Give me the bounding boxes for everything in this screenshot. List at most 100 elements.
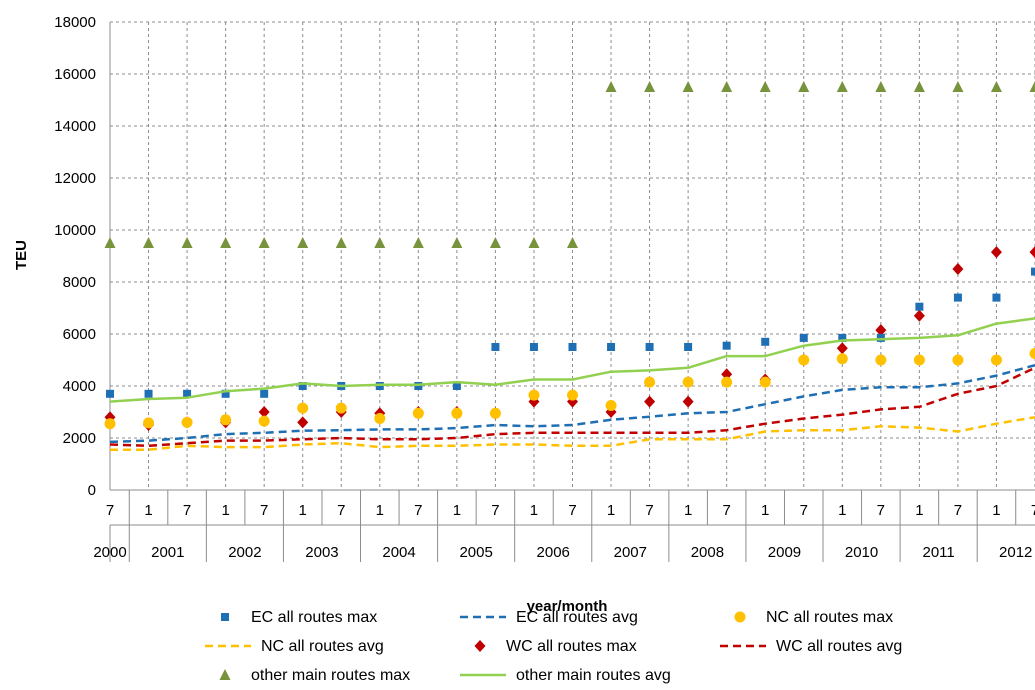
x-month-label: 7	[1031, 502, 1035, 519]
x-month-label: 1	[838, 502, 846, 519]
data-point	[992, 293, 1001, 302]
legend-label: other main routes max	[251, 667, 410, 684]
data-point	[220, 414, 232, 426]
data-point	[221, 389, 230, 398]
series-6	[104, 81, 1035, 248]
data-point	[297, 416, 309, 429]
data-point	[684, 343, 693, 351]
x-month-label: 1	[453, 502, 461, 519]
data-point	[990, 246, 1002, 259]
data-point	[297, 402, 309, 414]
data-point	[567, 237, 578, 248]
data-point	[412, 407, 424, 419]
x-month-label: 7	[954, 502, 962, 519]
data-point	[913, 309, 925, 322]
data-point	[489, 407, 501, 419]
data-point	[798, 81, 810, 92]
legend-label: EC all routes max	[251, 609, 377, 626]
data-point	[759, 376, 771, 388]
data-point	[374, 237, 386, 248]
x-year-label: 2009	[768, 544, 801, 561]
data-point	[836, 342, 848, 355]
data-point	[990, 354, 1002, 366]
data-point	[645, 343, 654, 351]
data-point	[836, 353, 848, 365]
data-point	[528, 237, 540, 248]
x-month-label: 7	[106, 502, 114, 519]
legend-label: NC all routes max	[766, 609, 893, 626]
data-point	[335, 402, 347, 414]
series-line	[109, 366, 1035, 448]
legend: EC all routes max EC all routes avg NC all…	[205, 609, 902, 684]
x-year-label: 2006	[537, 544, 570, 561]
data-point	[568, 343, 577, 351]
data-point	[106, 389, 114, 398]
series-line	[109, 317, 1035, 403]
y-tick-label: 10000	[54, 222, 96, 239]
data-point	[529, 343, 538, 351]
x-year-label: 2007	[614, 544, 647, 561]
data-point	[104, 418, 116, 430]
data-point	[798, 354, 810, 366]
x-year-label: 2001	[151, 544, 184, 561]
grid	[109, 21, 1035, 490]
data-point	[144, 389, 153, 398]
data-point	[1029, 81, 1035, 92]
x-year-label: 2002	[228, 544, 261, 561]
legend-label: other main routes avg	[516, 667, 671, 684]
x-month-label: 1	[144, 502, 152, 519]
y-tick-label: 14000	[54, 118, 96, 135]
data-point	[489, 237, 501, 248]
data-point	[644, 395, 656, 408]
data-point	[915, 302, 924, 311]
axes: 0 2000 4000 6000 8000 10000 12000 14000 16000 180…	[54, 14, 111, 499]
data-point	[375, 382, 384, 390]
y-tick-label: 8000	[63, 274, 96, 291]
data-point	[875, 354, 887, 366]
x-month-label: 7	[568, 502, 576, 519]
x-month-label: 1	[915, 502, 923, 519]
data-point	[605, 81, 617, 92]
x-month-label: 1	[530, 502, 538, 519]
data-point	[335, 237, 347, 248]
legend-item: WC all routes max	[474, 638, 637, 655]
data-point	[682, 81, 694, 92]
data-point	[722, 341, 731, 350]
series-3	[110, 415, 1035, 451]
legend-label: WC all routes avg	[776, 638, 902, 655]
y-tick-label: 2000	[63, 430, 96, 447]
data-point	[220, 237, 232, 248]
legend-item: EC all routes max	[221, 609, 377, 626]
data-point	[605, 400, 617, 411]
series-line	[110, 415, 1035, 451]
data-point	[412, 237, 424, 248]
data-point	[875, 324, 887, 337]
data-point	[682, 395, 694, 408]
x-year-label: 2011	[923, 544, 955, 561]
legend-item: other main routes max	[219, 667, 410, 684]
y-tick-label: 0	[88, 482, 96, 499]
data-point	[761, 337, 770, 346]
legend-label: EC all routes avg	[516, 609, 638, 626]
data-point	[528, 389, 540, 401]
data-point	[104, 237, 116, 248]
data-point	[952, 354, 964, 366]
data-point	[721, 368, 733, 381]
x-month-label: 7	[645, 502, 653, 519]
x-month-label: 7	[414, 502, 422, 519]
x-month-label: 1	[761, 502, 769, 519]
series-2	[104, 348, 1035, 430]
data-point	[682, 376, 694, 388]
series-line	[109, 363, 1035, 444]
x-axis: 7171717171717171717171717200020012002200…	[93, 489, 1035, 562]
legend-symbol	[219, 669, 231, 680]
data-point	[913, 81, 925, 92]
data-point	[181, 237, 193, 248]
data-point	[298, 382, 307, 390]
data-point	[875, 81, 887, 92]
x-year-label: 2012	[999, 544, 1032, 561]
data-point	[836, 81, 848, 92]
legend-symbol	[221, 613, 229, 621]
data-point	[258, 415, 270, 427]
x-year-label: 2004	[382, 544, 415, 561]
